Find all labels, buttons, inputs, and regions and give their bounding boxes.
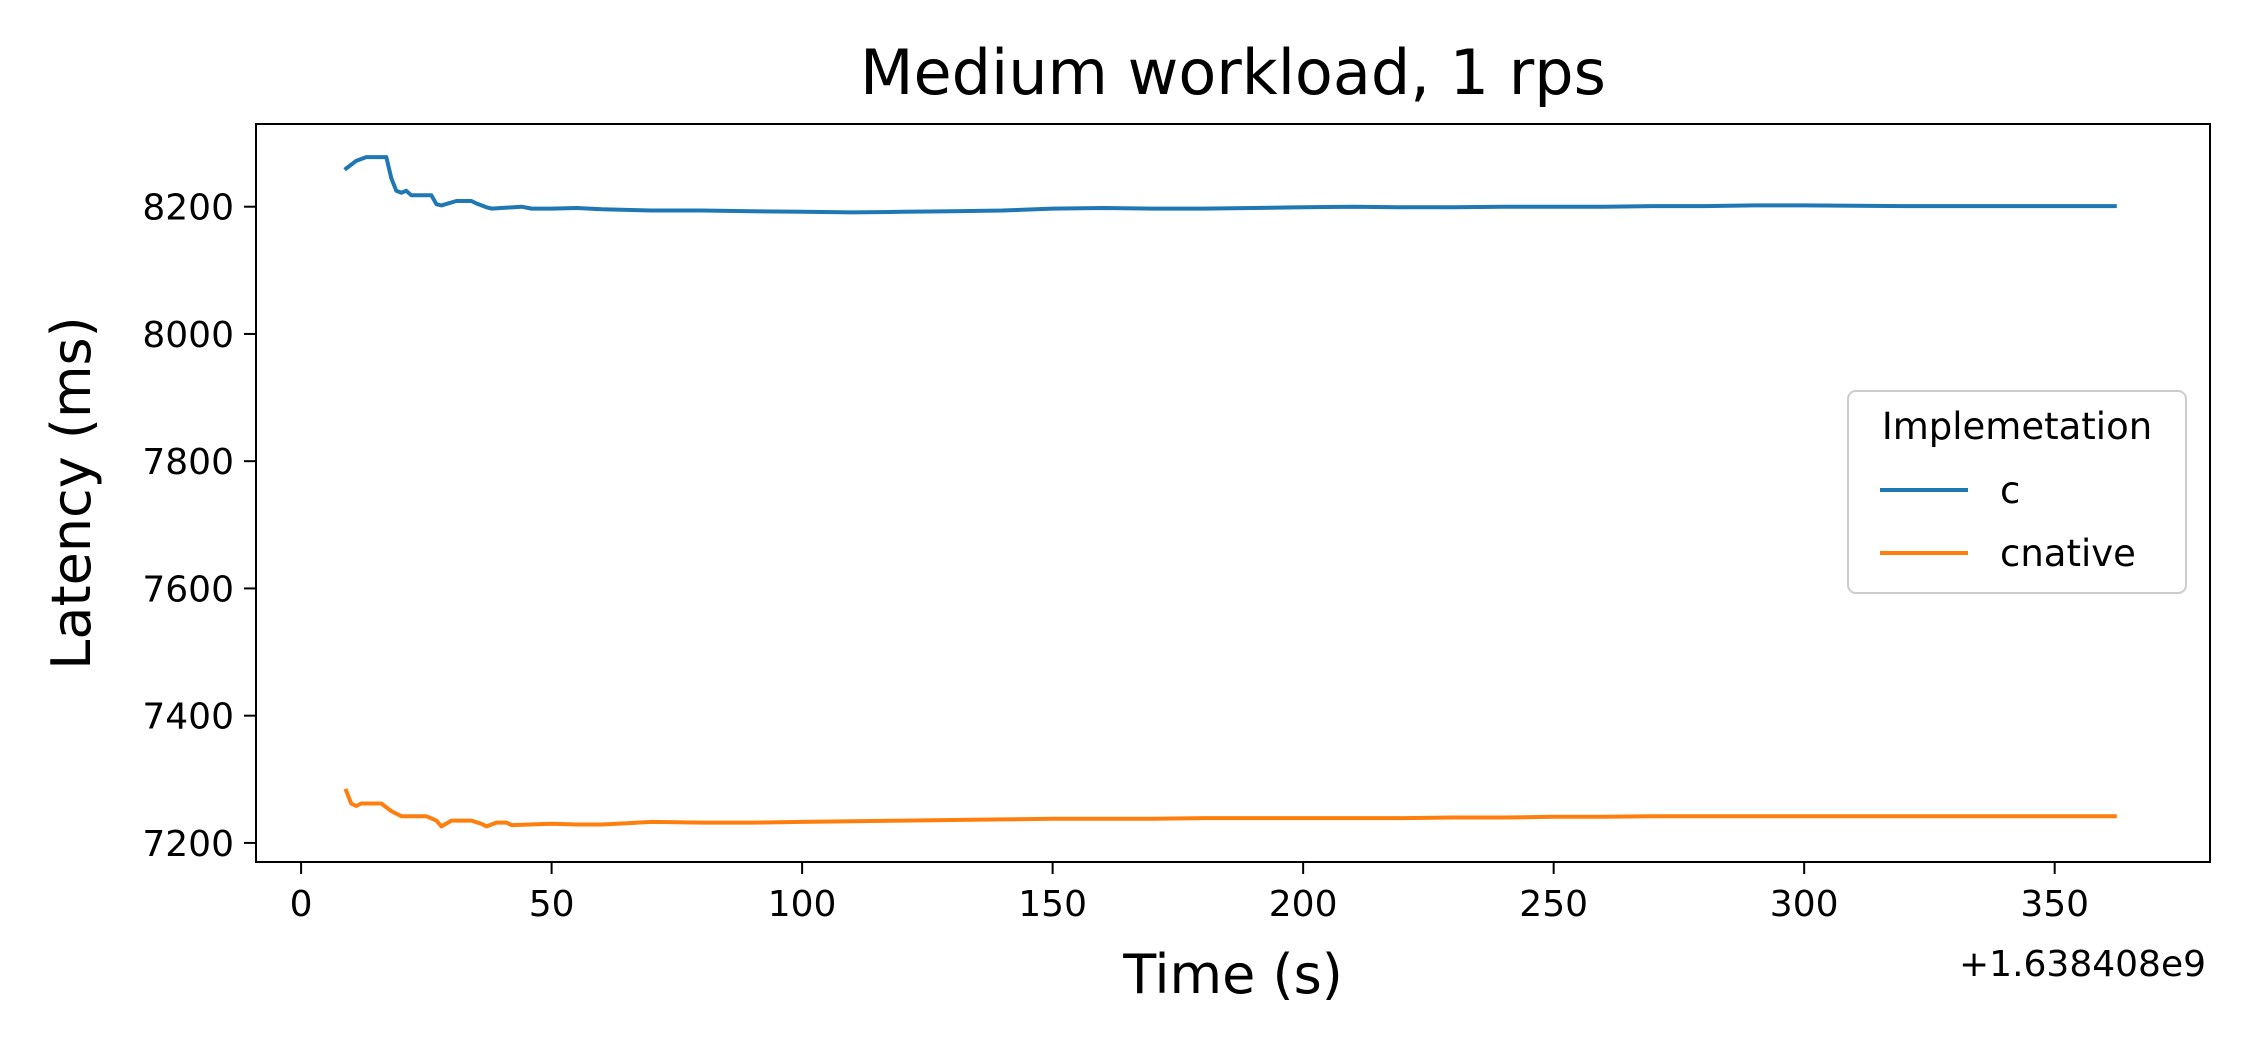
- x-axis-offset-label: +1.638408e9: [1959, 944, 2206, 985]
- legend-title: Implemetation: [1882, 405, 2152, 448]
- chart-title: Medium workload, 1 rps: [860, 36, 1606, 109]
- x-tick-label: 200: [1269, 884, 1338, 925]
- y-axis: 7200 7400 7600 7800 8000 8200: [142, 188, 256, 865]
- legend-label-cnative: cnative: [2000, 532, 2136, 575]
- series-layer: [343, 155, 2117, 829]
- legend-box: [1847, 390, 2187, 594]
- x-tick-label: 150: [1018, 884, 1087, 925]
- y-axis-label: Latency (ms): [40, 316, 103, 669]
- y-tick-label: 7600: [142, 569, 234, 610]
- plot-area: [255, 123, 2211, 863]
- x-tick-label: 250: [1519, 884, 1588, 925]
- x-tick-label: 100: [768, 884, 837, 925]
- legend-label-c: c: [2000, 469, 2020, 512]
- legend: Implemetation c cnative: [1847, 390, 2187, 594]
- series-line-c: [343, 155, 2117, 215]
- y-tick-label: 7400: [142, 697, 234, 738]
- x-tick-label: 300: [1770, 884, 1839, 925]
- x-axis: 0 50 100 150 200 250 300 350: [290, 862, 2089, 925]
- x-axis-label: Time (s): [1122, 943, 1343, 1006]
- plot-frame: [255, 123, 2211, 863]
- x-tick-label: 50: [529, 884, 575, 925]
- y-tick-label: 8200: [142, 188, 234, 229]
- x-tick-label: 350: [2020, 884, 2089, 925]
- y-tick-label: 7800: [142, 442, 234, 483]
- series-line-cnative: [343, 788, 2117, 829]
- y-tick-label: 7200: [142, 824, 234, 865]
- legend-entries: c cnative: [1880, 469, 2136, 575]
- x-tick-label: 0: [290, 884, 313, 925]
- y-tick-label: 8000: [142, 315, 234, 356]
